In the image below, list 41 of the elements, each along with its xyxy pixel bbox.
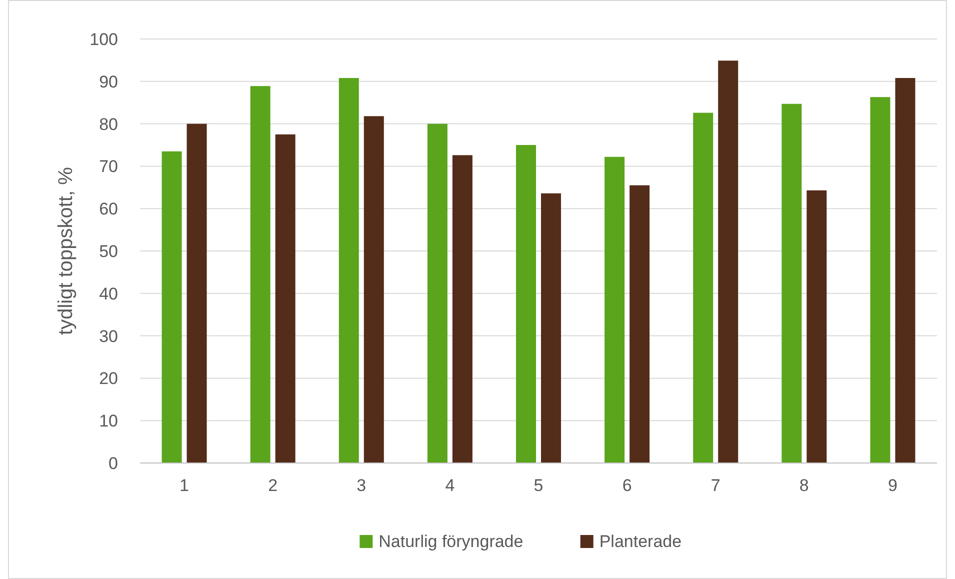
y-tick-label: 60 [99,200,118,219]
bar [275,134,296,463]
y-axis-title: tydligt toppskott, % [55,166,77,335]
y-tick-label: 70 [99,157,118,176]
y-tick-label: 10 [99,412,118,431]
bar [806,190,827,463]
y-tick-label: 30 [99,326,118,346]
y-tick-label: 40 [99,284,118,304]
bar [541,193,561,463]
y-tick-label: 50 [99,242,118,261]
legend-label: Naturlig föryngrade [378,532,524,551]
bar [718,60,738,463]
bar [452,155,472,463]
bar [516,145,536,463]
bar [693,112,714,463]
bar [895,78,916,463]
bar [162,151,182,463]
x-tick-label: 4 [445,476,455,495]
bar [338,78,359,463]
bar [427,124,448,463]
y-tick-label: 80 [99,114,118,134]
legend-label: Planterade [599,532,682,551]
x-tick-label: 6 [622,476,632,495]
bar [186,124,207,463]
bar [782,104,802,463]
y-tick-label: 90 [99,72,118,92]
x-tick-label: 8 [799,476,809,495]
x-tick-label: 1 [180,476,190,495]
x-tick-label: 9 [888,476,898,495]
x-tick-label: 3 [356,476,366,495]
y-tick-label: 20 [99,369,118,388]
bar [364,116,384,463]
bar [604,156,625,463]
bar [250,86,270,463]
bar [630,185,650,463]
y-tick-label: 100 [90,30,118,49]
x-tick-label: 5 [534,476,544,495]
x-tick-label: 7 [710,476,720,495]
y-tick-label: 0 [108,454,118,473]
x-tick-label: 2 [268,476,278,495]
bar [870,97,890,463]
